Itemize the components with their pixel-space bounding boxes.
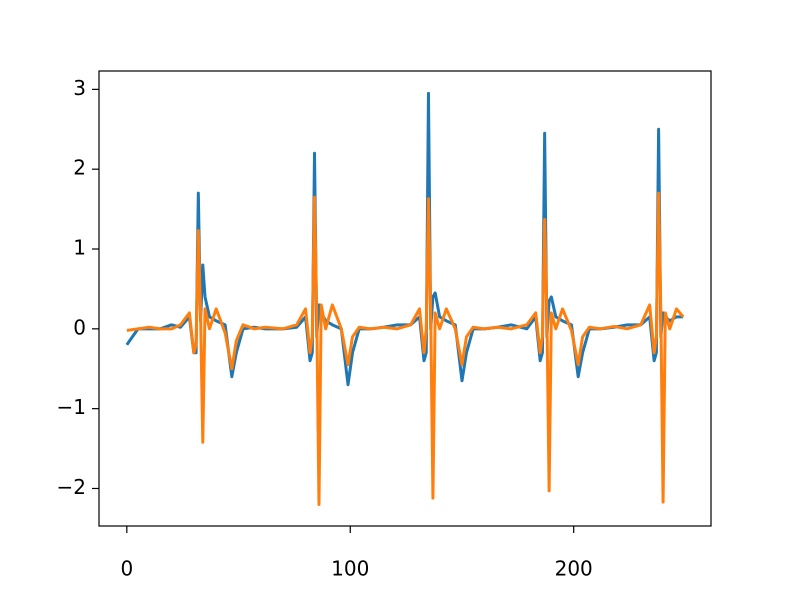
data-line bbox=[125, 91, 684, 387]
y-tick-label: 0 bbox=[73, 315, 86, 339]
y-tick-label: 1 bbox=[73, 236, 86, 260]
y-tick-label: 2 bbox=[73, 156, 86, 180]
x-tick-label: 0 bbox=[120, 557, 133, 581]
y-tick-label: −2 bbox=[57, 475, 86, 499]
x-tick-label: 100 bbox=[331, 557, 369, 581]
y-tick-label: 3 bbox=[73, 76, 86, 100]
y-tick-label: −1 bbox=[57, 395, 86, 419]
x-tick-label: 200 bbox=[555, 557, 593, 581]
plot-frame bbox=[98, 70, 712, 527]
data-line bbox=[126, 191, 685, 506]
